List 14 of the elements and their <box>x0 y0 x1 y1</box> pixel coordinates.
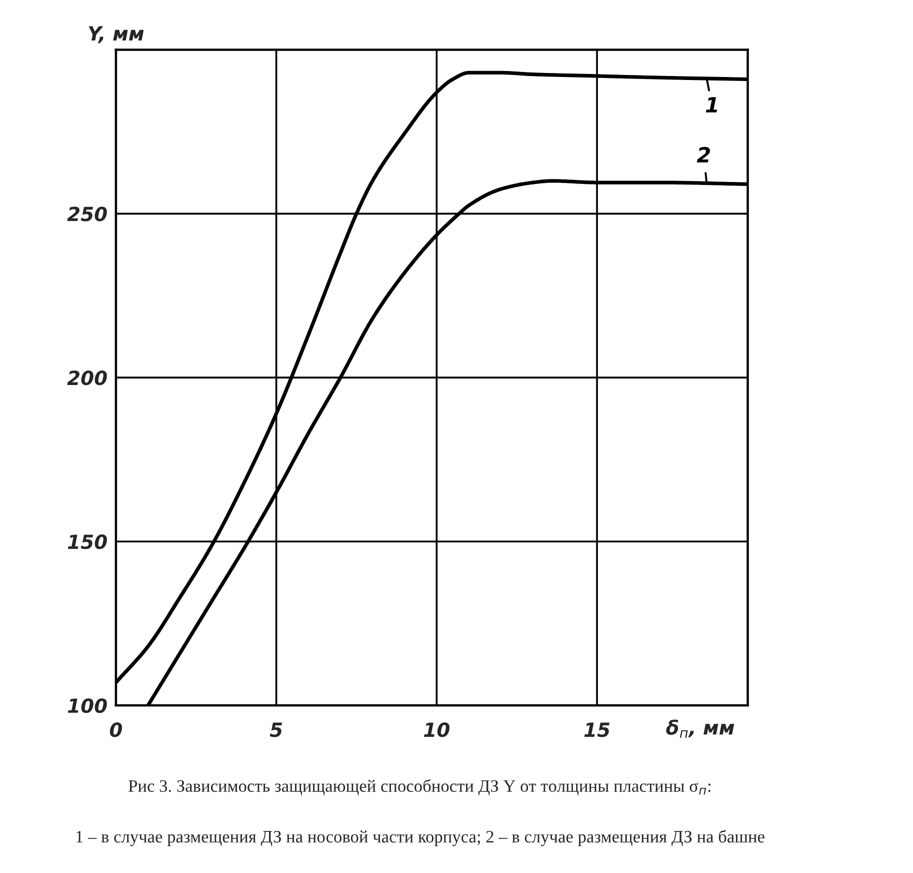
y-tick-label: 100 <box>68 698 107 714</box>
x-axis-title: δ$_{п}$, мм <box>666 720 734 738</box>
x-tick-label: 10 <box>424 722 450 738</box>
x-tick-label: 15 <box>584 722 610 738</box>
y-axis-title: Y, мм <box>88 26 144 44</box>
x-tick-label: 0 <box>110 722 122 738</box>
legend-label: 1 <box>706 97 718 112</box>
y-tick-label: 200 <box>67 370 107 386</box>
y-tick-label: 150 <box>68 534 107 550</box>
series-label: 2 <box>696 146 710 162</box>
text: 1 – в случае размещения ДЗ на носовой части корпуса; 2 – в случае размещения ДЗ на башне <box>76 830 764 846</box>
x-tick-label: 5 <box>270 722 282 738</box>
text: Рис 3. Зависимость защищающей способности ДЗ Y от толщины пластины σ$_{п}$: <box>128 779 710 796</box>
y-tick-label: 250 <box>67 206 107 222</box>
